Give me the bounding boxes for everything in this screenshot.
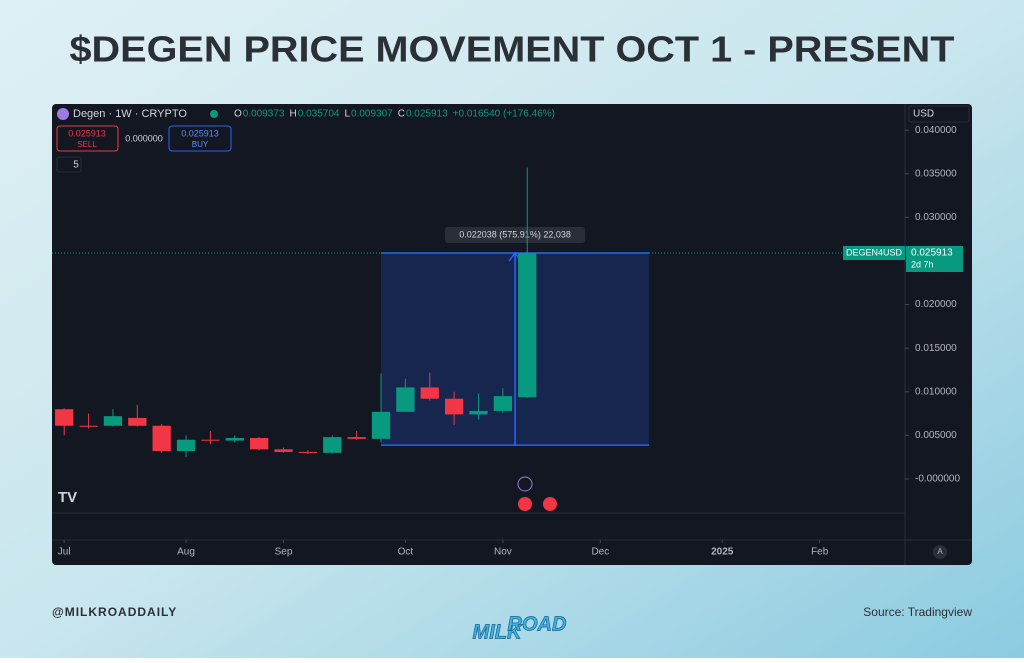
y-tick-label: 0.030000 (915, 212, 957, 223)
buy-button[interactable] (168, 125, 232, 152)
ohlc-key: O (234, 109, 242, 120)
symbol: Degen · 1W · CRYPTO (73, 108, 187, 120)
auto-scale-button[interactable] (933, 545, 947, 559)
candle-body (225, 437, 244, 441)
y-tick-label: 0.040000 (915, 125, 957, 136)
ohlc-key: C (398, 109, 405, 120)
candle-body (396, 387, 415, 412)
spread: 0.000000 (125, 133, 163, 143)
sell-label: SELL (77, 140, 97, 149)
candle-body (55, 409, 74, 426)
ohlc-value: 0.009373 (243, 109, 285, 120)
x-tick-label: Sep (275, 547, 293, 558)
candle-body (469, 410, 488, 415)
source: Source: Tradingview (863, 605, 972, 619)
tv-logo: TV (58, 489, 77, 506)
buy-label: BUY (192, 140, 209, 149)
ohlc-key: L (344, 109, 350, 120)
ohlc-key: H (290, 109, 297, 120)
ohlc-row: O 0.009373 H 0.035704 L 0.009307 C 0.025913 +0.0… (234, 109, 555, 120)
plot: -0.000000 0.005000 0.010000 0.015000 0.02000… (52, 125, 963, 558)
tag-price-bg (906, 245, 963, 272)
candle-body (103, 416, 123, 426)
currency: USD (913, 109, 934, 120)
event-icon (543, 497, 557, 511)
tag-countdown: 2d 7h (911, 259, 934, 269)
candle-body (298, 451, 318, 453)
candle-body (274, 449, 293, 452)
event-icon (518, 497, 532, 511)
handle: @MILKROADDAILY (52, 605, 177, 619)
x-tick-label: Feb (811, 547, 829, 558)
status-dot (210, 110, 218, 118)
page-title: $DEGEN PRICE MOVEMENT OCT 1 - PRESENT (70, 29, 955, 70)
event-icon (517, 476, 533, 492)
currency-select[interactable] (908, 105, 970, 123)
indicator-count: 5 (73, 160, 79, 171)
ohlc-value: 0.009307 (351, 109, 393, 120)
y-tick-label: 0.005000 (915, 430, 957, 441)
tag-price: 0.025913 (911, 248, 953, 259)
tag-symbol-bg (843, 245, 905, 260)
candle-body (518, 252, 537, 398)
sell-button[interactable] (56, 125, 119, 152)
candle-body (128, 417, 147, 426)
y-tick-label: 0.015000 (915, 343, 957, 354)
sell-price: 0.025913 (68, 128, 106, 138)
candle-body (176, 439, 196, 452)
indicators-toggle[interactable] (56, 156, 82, 173)
candle-body (152, 425, 171, 452)
auto-label: A (937, 547, 943, 556)
ohlc-value: +0.016540 (+176.46%) (453, 109, 555, 120)
candle-body (250, 437, 269, 450)
y-tick-label: 0.035000 (915, 168, 957, 179)
x-tick-label: Nov (494, 547, 512, 558)
y-tick-label: 0.010000 (915, 386, 957, 397)
candle-body (323, 437, 342, 453)
candle-body (444, 398, 464, 415)
ohlc-value: 0.035704 (298, 109, 340, 120)
candle-body (493, 396, 513, 411)
candle-body (371, 411, 391, 439)
candle-body (79, 425, 98, 427)
x-tick-label: Oct (398, 547, 414, 558)
x-tick-label: Aug (177, 547, 195, 558)
measure-label-bg (445, 226, 586, 243)
logo-word: MILK (473, 621, 523, 643)
symbol-icon (57, 108, 69, 120)
ohlc-value: 0.025913 (406, 109, 448, 120)
candle-body (420, 387, 439, 399)
tag-symbol: DEGEN4USD (846, 247, 903, 257)
buy-price: 0.025913 (181, 128, 219, 138)
y-tick-label: -0.000000 (915, 474, 960, 485)
x-tick-label: 2025 (711, 547, 734, 558)
x-tick-label: Dec (591, 547, 609, 558)
logo-word: ROAD (508, 613, 567, 635)
measure-label: 0.022038 (575.91%) 22,038 (459, 229, 571, 239)
x-tick-label: Jul (58, 547, 71, 558)
candle-body (201, 439, 220, 441)
candle-body (347, 437, 366, 439)
y-tick-label: 0.020000 (915, 299, 957, 310)
